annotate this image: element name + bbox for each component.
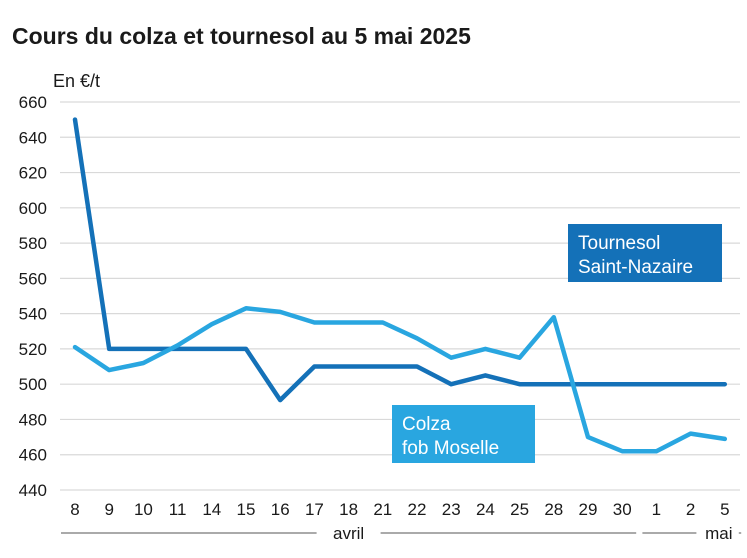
series-label-box xyxy=(392,405,535,463)
x-tick-label: 22 xyxy=(408,500,427,519)
y-axis-label: En €/t xyxy=(53,71,100,91)
series-line-1 xyxy=(72,306,728,454)
series-label-text: Tournesol xyxy=(578,233,660,254)
y-tick-label: 480 xyxy=(19,410,47,429)
y-tick-label: 640 xyxy=(19,128,47,147)
x-tick-label: 2 xyxy=(686,500,695,519)
series-label-text: Colza xyxy=(402,414,451,435)
y-tick-label: 600 xyxy=(19,199,47,218)
month-label: avril xyxy=(333,524,364,543)
series-label-box xyxy=(568,224,722,282)
y-tick-label: 560 xyxy=(19,269,47,288)
y-tick-label: 440 xyxy=(19,481,47,500)
chart-title: Cours du colza et tournesol au 5 mai 202… xyxy=(12,23,471,49)
x-tick-label: 1 xyxy=(652,500,661,519)
y-tick-label: 500 xyxy=(19,375,47,394)
x-tick-label: 25 xyxy=(510,500,529,519)
x-tick-label: 15 xyxy=(237,500,256,519)
y-tick-label: 660 xyxy=(19,93,47,112)
y-tick-label: 520 xyxy=(19,340,47,359)
series-label-text: Saint-Nazaire xyxy=(578,257,693,278)
month-axis: avril mai xyxy=(61,524,742,543)
x-tick-label: 8 xyxy=(70,500,79,519)
x-tick-label: 11 xyxy=(169,500,187,519)
x-tick-label: 17 xyxy=(305,500,324,519)
x-tick-label: 21 xyxy=(373,500,392,519)
y-tick-label: 620 xyxy=(19,164,47,183)
x-tick-label: 14 xyxy=(202,500,221,519)
x-tick-label: 29 xyxy=(579,500,598,519)
x-tick-label: 24 xyxy=(476,500,495,519)
x-tick-label: 28 xyxy=(544,500,563,519)
grid-lines xyxy=(60,101,740,491)
series-label-text: fob Moselle xyxy=(402,438,499,459)
month-label: mai xyxy=(705,524,732,543)
x-tick-labels: 8 9 10 11 14 15 16 17 18 21 22 23 24 25 28 29 30 1 2 5 xyxy=(70,500,729,519)
y-tick-label: 460 xyxy=(19,446,47,465)
y-tick-labels: 440 460 480 500 520 540 560 580 600 620 640 660 xyxy=(19,93,47,500)
y-tick-label: 580 xyxy=(19,234,47,253)
series-line-0 xyxy=(72,117,728,403)
series-labels: Tournesol Saint-Nazaire Colza fob Moselle xyxy=(392,224,722,463)
x-tick-label: 16 xyxy=(271,500,290,519)
x-tick-label: 23 xyxy=(442,500,461,519)
x-tick-label: 10 xyxy=(134,500,153,519)
y-tick-label: 540 xyxy=(19,305,47,324)
x-tick-label: 30 xyxy=(613,500,632,519)
x-tick-label: 9 xyxy=(104,500,113,519)
x-tick-label: 18 xyxy=(339,500,358,519)
series-lines xyxy=(72,117,728,454)
x-tick-label: 5 xyxy=(720,500,729,519)
